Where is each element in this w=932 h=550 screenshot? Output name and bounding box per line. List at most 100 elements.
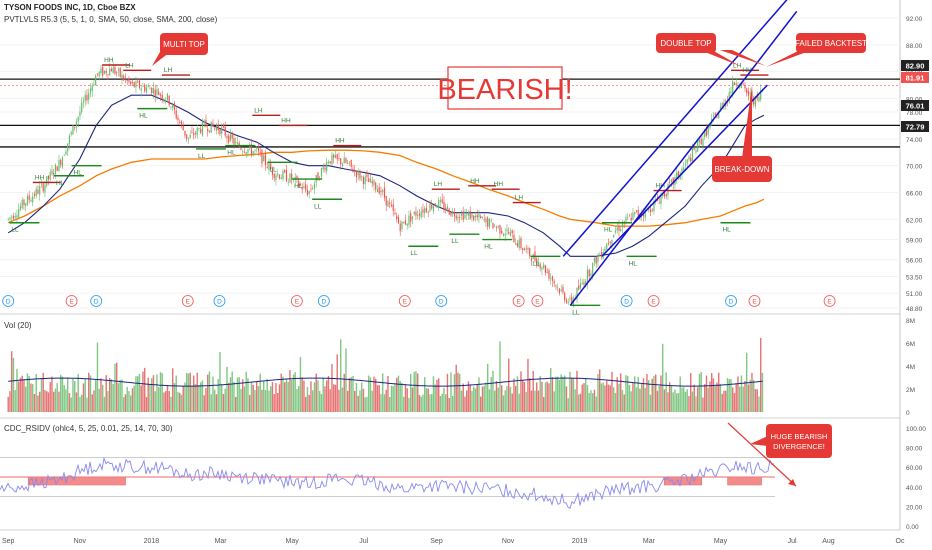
price-candle-body <box>343 157 345 164</box>
price-candle-body <box>404 220 407 225</box>
volume-bar <box>536 382 538 412</box>
volume-bar <box>324 386 326 412</box>
sma50-line <box>7 94 765 257</box>
volume-bar <box>618 383 620 412</box>
volume-bar <box>371 390 373 412</box>
volume-bar <box>67 377 69 412</box>
volume-bar <box>497 387 499 412</box>
volume-bar <box>168 391 170 412</box>
price-candle-body <box>375 182 377 190</box>
volume-bar <box>130 395 132 412</box>
price-candle-body <box>282 171 284 180</box>
volume-bar <box>334 384 337 412</box>
volume-bar <box>285 378 288 412</box>
event-marker-circle <box>317 295 330 307</box>
volume-bar <box>555 376 557 412</box>
volume-bar <box>320 393 323 412</box>
price-candle-body <box>369 178 372 183</box>
price-candle-body <box>112 67 114 74</box>
price-candle-body <box>504 233 506 236</box>
volume-bar <box>529 378 531 412</box>
volume-bar <box>637 376 639 412</box>
price-candle-body <box>518 239 520 248</box>
time-tick-label: 2018 <box>144 538 160 545</box>
price-candle-body <box>144 86 146 92</box>
price-candle-body <box>539 264 541 269</box>
volume-bar <box>163 392 165 412</box>
event-marker-label: E <box>752 299 757 306</box>
price-candle-body <box>478 214 480 218</box>
volume-bar <box>760 337 762 412</box>
volume-bar <box>117 383 120 412</box>
volume-bar <box>522 380 524 412</box>
price-candle-body <box>56 166 58 172</box>
volume-bar <box>33 393 36 412</box>
price-candle-body <box>110 69 113 72</box>
volume-bar <box>725 390 727 412</box>
volume-bar <box>308 394 310 412</box>
price-candle-body <box>158 91 160 96</box>
volume-bar <box>712 378 715 412</box>
price-candle-body <box>88 93 90 100</box>
price-tick-label: 92.00 <box>906 16 923 23</box>
price-candle-body <box>700 138 702 145</box>
price-candle-body <box>256 148 258 149</box>
price-candle-body <box>684 163 687 166</box>
price-candle-body <box>735 83 737 86</box>
volume-bar <box>28 376 30 412</box>
volume-bar <box>7 396 9 412</box>
volume-bar <box>648 380 650 412</box>
volume-bar <box>392 386 394 412</box>
price-candle-body <box>611 239 613 245</box>
price-candle-body <box>551 276 554 281</box>
volume-axis: 8M 6M 4M 2M 0 <box>906 318 915 417</box>
indicator-label: PVTLVLS R5.3 (5, 5, 1, 0, SMA, 50, close… <box>4 15 218 24</box>
volume-bar <box>350 376 352 412</box>
volume-bar <box>431 394 433 412</box>
volume-tick-label: 2M <box>906 387 915 394</box>
volume-bar <box>236 377 239 412</box>
volume-bars <box>7 337 764 412</box>
price-candle-body <box>350 159 352 167</box>
volume-bar <box>341 387 344 412</box>
time-tick-label: Sep <box>2 538 15 545</box>
volume-bar <box>107 391 109 412</box>
price-candle-body <box>676 172 678 179</box>
price-candle-body <box>698 139 701 143</box>
price-candle-body <box>173 102 176 111</box>
price-candle-body <box>294 176 296 180</box>
divergence-label-line1: HUGE BEARISH <box>771 432 828 441</box>
price-candle-body <box>530 258 533 261</box>
price-candle-body <box>326 161 328 172</box>
volume-bar <box>212 376 214 412</box>
event-marker-label: E <box>827 299 832 306</box>
volume-bar <box>425 388 428 412</box>
volume-bar <box>193 375 195 412</box>
price-candle-body <box>39 186 41 195</box>
volume-bar <box>620 373 622 412</box>
price-candle-body <box>98 72 100 77</box>
volume-bar <box>576 370 578 412</box>
price-label-low: 72.79 <box>906 123 925 132</box>
volume-bar <box>506 386 508 412</box>
volume-bar <box>665 372 667 412</box>
price-candle-body <box>212 122 214 127</box>
price-candle-body <box>707 125 709 135</box>
volume-bar <box>249 394 251 412</box>
volume-bar <box>378 385 380 412</box>
price-candle-body <box>506 229 508 232</box>
volume-bar <box>114 363 116 412</box>
volume-bar <box>438 378 440 412</box>
volume-bar <box>457 372 459 412</box>
volume-bar <box>89 375 92 412</box>
price-candle-body <box>749 92 751 95</box>
volume-bar <box>565 386 568 412</box>
price-candle-body <box>221 127 223 134</box>
price-candle-body <box>243 151 246 153</box>
volume-bar <box>551 377 554 412</box>
price-candle-body <box>688 156 690 160</box>
price-candle-body <box>123 75 125 81</box>
volume-bar <box>128 391 130 412</box>
price-candle-body <box>270 163 272 169</box>
